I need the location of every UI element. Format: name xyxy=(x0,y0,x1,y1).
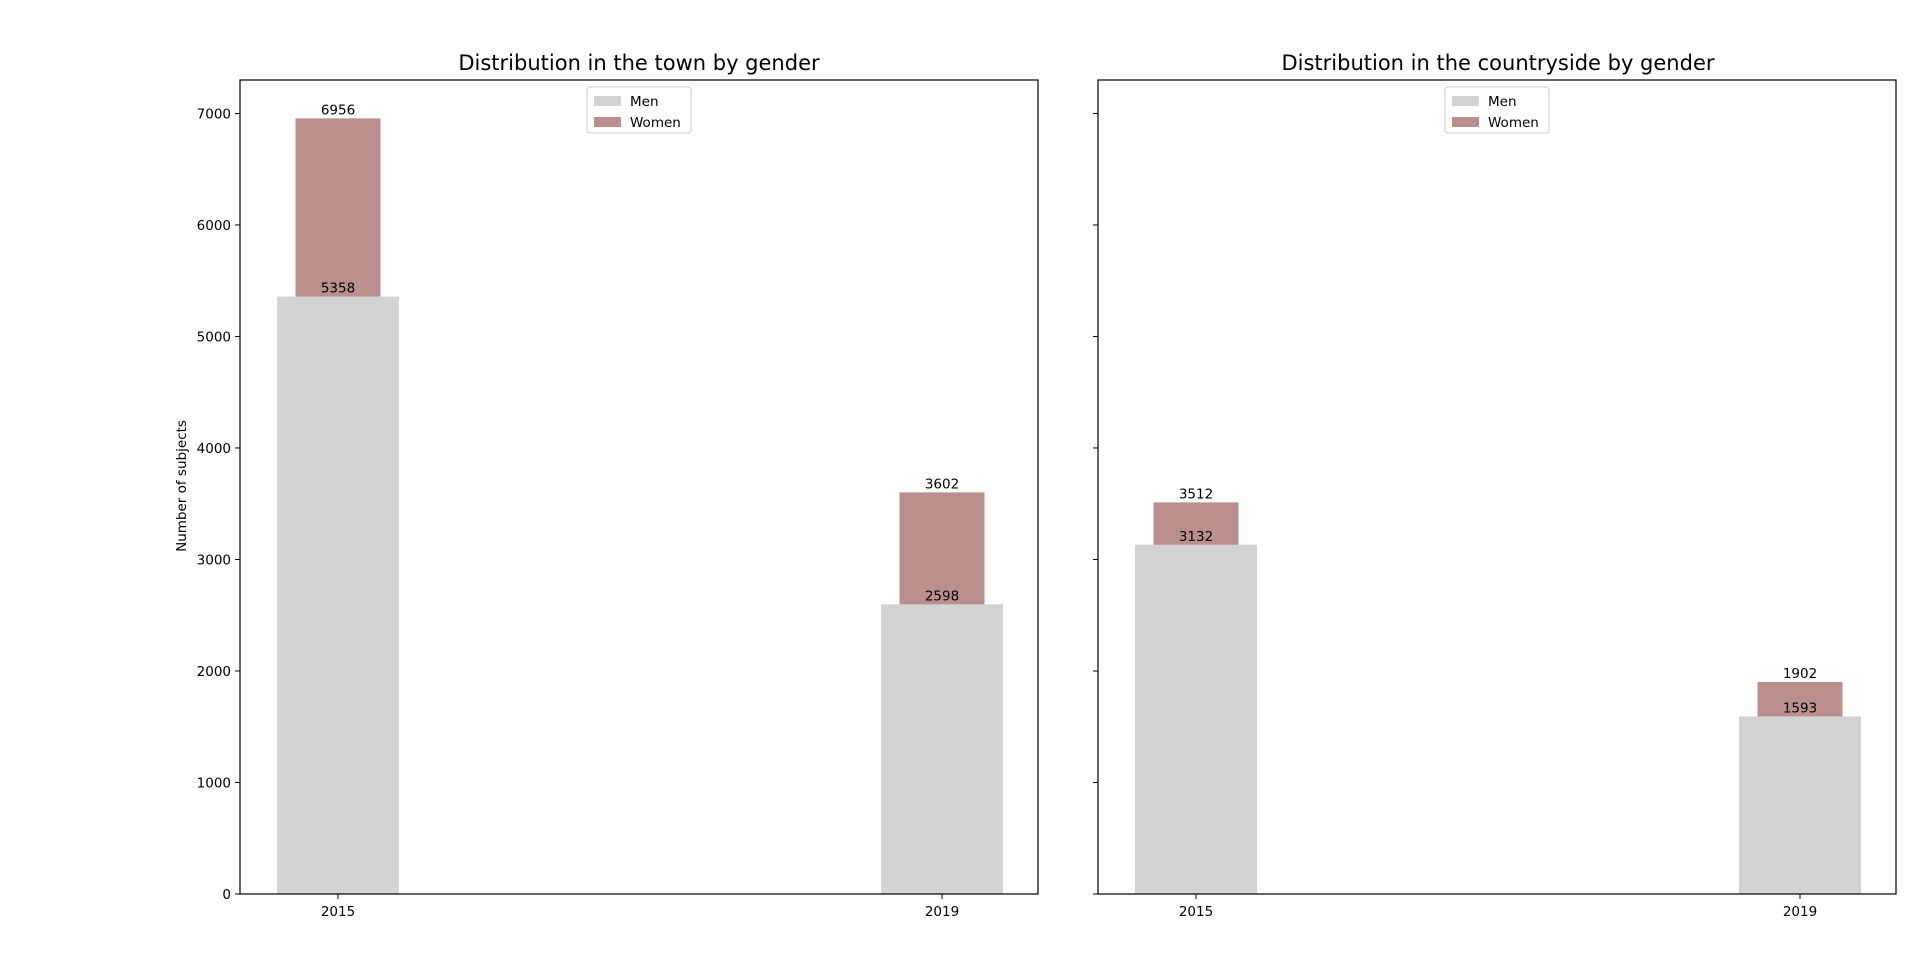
countryside-bar-labels: 3512 3132 1902 1593 xyxy=(1179,486,1817,716)
countryside-men-bar-2019 xyxy=(1739,716,1861,894)
countryside-men-value-label-2019: 1593 xyxy=(1783,700,1817,716)
countryside-legend-swatch-men xyxy=(1452,96,1479,106)
countryside-legend-label-men: Men xyxy=(1488,94,1517,110)
town-y-axis-label: Number of subjects xyxy=(174,420,190,552)
town-y-tick-label-4000: 4000 xyxy=(197,441,231,457)
town-legend: Men Women xyxy=(586,86,692,134)
countryside-x-axis: 2015 2019 xyxy=(1179,894,1817,920)
town-women-value-label-2019: 3602 xyxy=(925,476,959,492)
countryside-plot-frame xyxy=(1097,79,1897,895)
countryside-women-value-label-2019: 1902 xyxy=(1783,666,1817,682)
town-plot-frame xyxy=(239,79,1039,895)
town-y-tick-label-7000: 7000 xyxy=(197,106,231,122)
countryside-legend: Men Women xyxy=(1444,86,1550,134)
town-men-value-label-2015: 5358 xyxy=(321,281,355,297)
countryside-chart-panel: Distribution in the countryside by gende… xyxy=(1093,51,1897,920)
countryside-men-value-label-2015: 3132 xyxy=(1179,529,1213,545)
countryside-x-tick-label-2015: 2015 xyxy=(1179,904,1213,920)
countryside-y-axis xyxy=(1093,112,1098,895)
town-bar-labels: 6956 5358 3602 2598 xyxy=(321,102,959,604)
countryside-x-tick-label-2019: 2019 xyxy=(1783,904,1817,920)
town-bars xyxy=(277,118,1003,895)
town-x-tick-label-2019: 2019 xyxy=(925,904,959,920)
town-men-bar-2015 xyxy=(277,296,399,895)
countryside-chart-title: Distribution in the countryside by gende… xyxy=(1281,51,1714,75)
countryside-women-value-label-2015: 3512 xyxy=(1179,486,1213,502)
town-x-axis: 2015 2019 xyxy=(321,894,959,920)
town-legend-label-men: Men xyxy=(630,94,659,110)
town-women-value-label-2015: 6956 xyxy=(321,102,355,118)
countryside-men-bar-2015 xyxy=(1135,544,1257,894)
town-y-tick-label-0: 0 xyxy=(222,887,231,903)
town-y-tick-label-1000: 1000 xyxy=(197,775,231,791)
town-y-tick-label-3000: 3000 xyxy=(197,552,231,568)
town-y-tick-label-2000: 2000 xyxy=(197,664,231,680)
town-chart-title: Distribution in the town by gender xyxy=(458,51,820,75)
town-chart-panel: Distribution in the town by gender Numbe… xyxy=(174,51,1039,920)
town-y-tick-label-5000: 5000 xyxy=(197,329,231,345)
town-legend-swatch-men xyxy=(594,96,621,106)
countryside-legend-swatch-women xyxy=(1452,117,1479,127)
town-legend-label-women: Women xyxy=(630,115,681,131)
town-y-tick-label-6000: 6000 xyxy=(197,218,231,234)
countryside-bars xyxy=(1135,502,1861,894)
town-x-tick-label-2015: 2015 xyxy=(321,904,355,920)
countryside-legend-label-women: Women xyxy=(1488,115,1539,131)
town-men-bar-2019 xyxy=(881,604,1003,894)
town-men-value-label-2019: 2598 xyxy=(925,588,959,604)
town-legend-swatch-women xyxy=(594,117,621,127)
town-y-axis: 0 1000 2000 3000 4000 5000 6000 7000 xyxy=(197,106,240,903)
